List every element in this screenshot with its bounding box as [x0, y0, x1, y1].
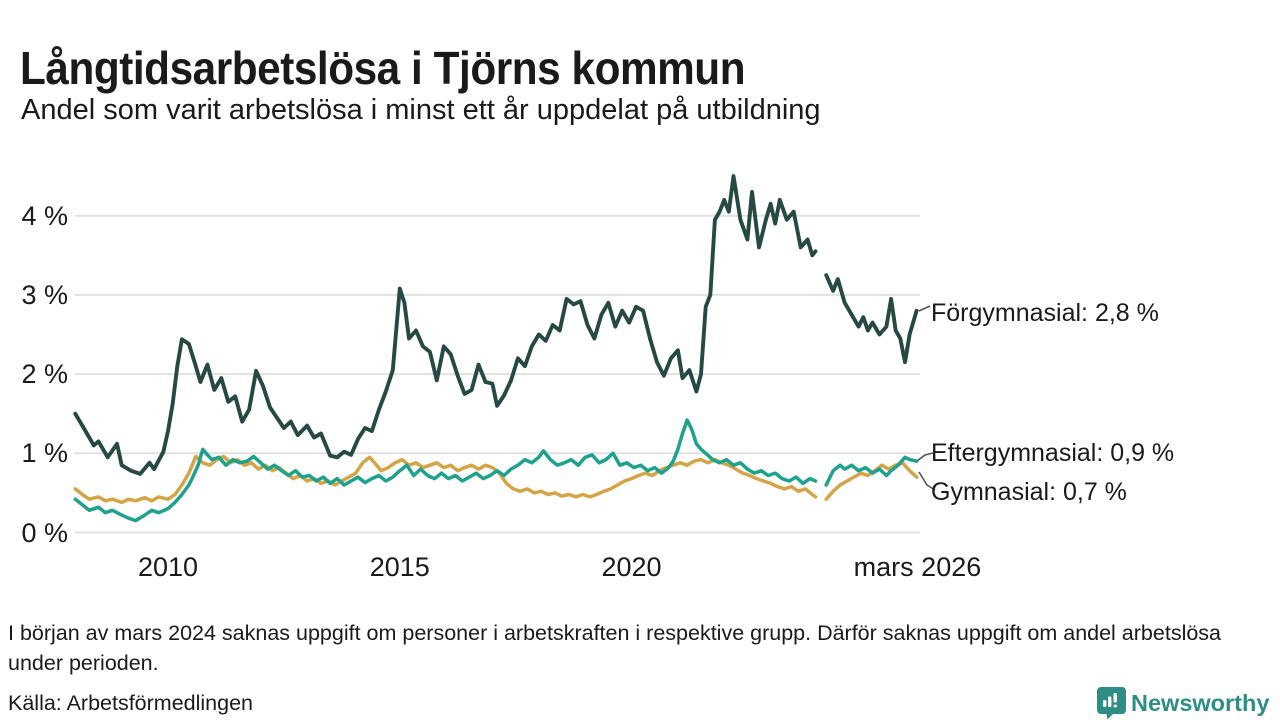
- chart-subtitle: Andel som varit arbetslösa i minst ett å…: [21, 94, 821, 126]
- x-axis-label-2010: 2010: [137, 552, 199, 582]
- newsworthy-logo-icon: [1097, 687, 1126, 720]
- series-label-gymnasial: Gymnasial: 0,7 %: [931, 478, 1127, 506]
- x-axis-label-mars-2026: mars 2026: [853, 552, 982, 582]
- series-label-forgymnasial: Förgymnasial: 2,8 %: [931, 299, 1159, 327]
- y-axis-label-3: 3 %: [21, 279, 68, 310]
- y-axis-label-1: 1 %: [21, 438, 68, 469]
- x-axis-label-2015: 2015: [369, 552, 430, 582]
- x-axis-label-2020: 2020: [601, 552, 662, 582]
- y-axis-label-2: 2 %: [21, 359, 68, 390]
- y-axis-label-4: 4 %: [21, 200, 68, 231]
- source-credit: Källa: Arbetsförmedlingen: [8, 691, 254, 715]
- page-title: Långtidsarbetslösa i Tjörns kommun: [20, 41, 746, 94]
- newsworthy-logo-text: Newsworthy: [1131, 690, 1270, 716]
- series-label-eftergymnasial: Eftergymnasial: 0,9 %: [931, 439, 1175, 467]
- y-axis-label-0: 0 %: [21, 517, 68, 548]
- chart-footnote: I början av mars 2024 saknas uppgift om …: [8, 621, 1222, 675]
